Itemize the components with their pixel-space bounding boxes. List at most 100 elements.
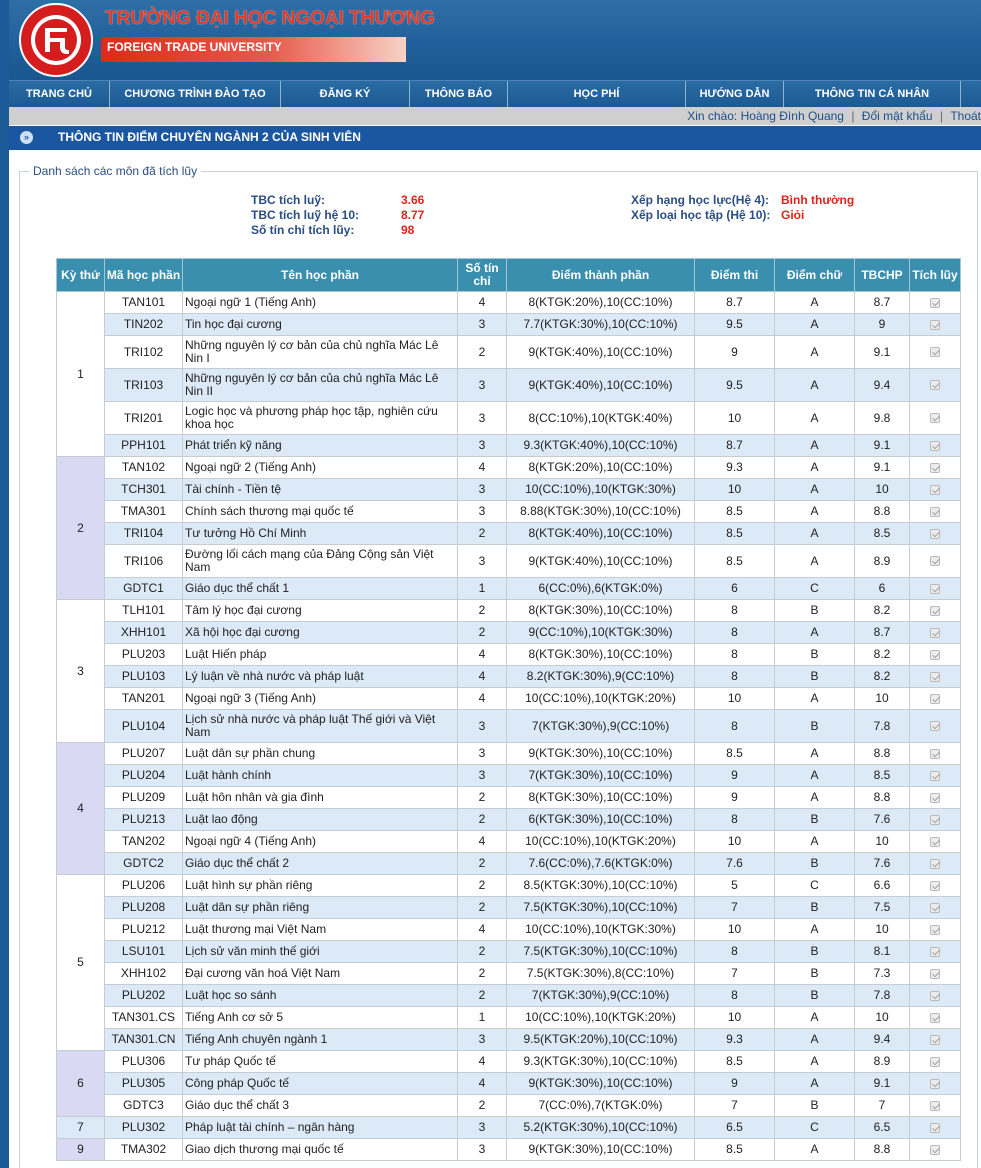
greeting-link[interactable]: Xin chào: Hoàng Đình Quang [687,109,844,123]
checkbox-icon[interactable] [930,462,940,473]
checkbox-icon[interactable] [930,583,940,594]
component-scores-cell: 8(CC:10%),10(KTGK:40%) [506,401,695,435]
course-code-cell: TAN102 [104,456,183,479]
accumulated-cell [909,313,961,336]
checkbox-icon[interactable] [930,858,940,869]
checkbox-icon[interactable] [930,968,940,979]
col-letter-grade[interactable]: Điểm chữ [774,258,855,292]
checkbox-icon[interactable] [930,506,940,517]
letter-grade-cell: C [774,874,855,897]
credits-cell: 2 [457,852,507,875]
credits-cell: 4 [457,665,507,688]
col-credits[interactable]: Số tín chỉ [457,258,507,292]
semester-cell: 3 [56,599,105,743]
logout-link[interactable]: Thoát [950,109,981,123]
credits-cell: 4 [457,643,507,666]
checkbox-icon[interactable] [930,902,940,913]
col-component-scores[interactable]: Điểm thành phần [506,258,695,292]
checkbox-icon[interactable] [930,880,940,891]
checkbox-icon[interactable] [930,1144,940,1155]
checkbox-icon[interactable] [930,347,940,358]
checkbox-icon[interactable] [930,721,940,732]
checkbox-icon[interactable] [930,1078,940,1089]
tbchp-cell: 8.9 [854,1050,910,1073]
checkbox-icon[interactable] [930,924,940,935]
accumulated-cell [909,808,961,831]
tbchp-cell: 8.2 [854,643,910,666]
accumulated-cell [909,1072,961,1095]
checkbox-icon[interactable] [930,770,940,781]
credits-cell: 4 [457,1072,507,1095]
nav-guide[interactable]: HƯỚNG DẪN [686,81,784,107]
course-code-cell: TRI201 [104,401,183,435]
nav-announcements[interactable]: THÔNG BÁO [410,81,508,107]
ftu-logo-icon[interactable] [16,2,96,78]
checkbox-icon[interactable] [930,484,940,495]
credits-cell: 2 [457,962,507,985]
component-scores-cell: 7.6(CC:0%),7.6(KTGK:0%) [506,852,695,875]
checkbox-icon[interactable] [930,627,940,638]
accumulated-cell [909,643,961,666]
credits-cell: 2 [457,621,507,644]
grades-table: Kỳ thứ Mã học phần Tên học phần Số tín c… [56,258,961,1161]
tbchp-cell: 9.1 [854,456,910,479]
nav-personal-info[interactable]: THÔNG TIN CÁ NHÂN [784,81,961,107]
col-tbchp[interactable]: TBCHP [854,258,910,292]
credits-cell: 4 [457,456,507,479]
checkbox-icon[interactable] [930,1122,940,1133]
checkbox-icon[interactable] [930,671,940,682]
col-course-code[interactable]: Mã học phần [104,258,183,292]
tbchp-cell: 7 [854,1094,910,1117]
credits-cell: 2 [457,940,507,963]
credits-cell: 4 [457,830,507,853]
component-scores-cell: 9(KTGK:30%),10(CC:10%) [506,1072,695,1095]
checkbox-icon[interactable] [930,1012,940,1023]
component-scores-cell: 8.88(KTGK:30%),10(CC:10%) [506,500,695,523]
credits-cell: 3 [457,1028,507,1051]
checkbox-icon[interactable] [930,297,940,308]
checkbox-icon[interactable] [930,1056,940,1067]
col-semester[interactable]: Kỳ thứ [56,258,105,292]
checkbox-icon[interactable] [930,792,940,803]
checkbox-icon[interactable] [930,413,940,424]
table-row: PLU213 Luật lao động 2 6(KTGK:30%),10(CC:10… [57,808,961,831]
checkbox-icon[interactable] [930,440,940,451]
course-name-cell: Lịch sử văn minh thế giới [182,940,458,963]
credits-cell: 1 [457,1006,507,1029]
checkbox-icon[interactable] [930,990,940,1001]
checkbox-icon[interactable] [930,814,940,825]
checkbox-icon[interactable] [930,319,940,330]
col-course-name[interactable]: Tên học phần [182,258,458,292]
table-row: PLU212 Luật thương mại Việt Nam 4 10(CC:10%… [57,918,961,941]
nav-tuition[interactable]: HỌC PHÍ [508,81,686,107]
course-code-cell: PLU206 [104,874,183,897]
table-row: PLU204 Luật hành chính 3 7(KTGK:30%),10(CC:… [57,764,961,787]
nav-home[interactable]: TRANG CHỦ [9,81,110,107]
checkbox-icon[interactable] [930,1100,940,1111]
tbchp-cell: 6 [854,577,910,600]
letter-grade-cell: B [774,599,855,622]
col-exam-score[interactable]: Điểm thi [694,258,775,292]
exam-score-cell: 8.7 [694,434,775,457]
table-row: 5 PLU206 Luật hình sự phần riêng 2 8.5(KTGK:… [56,874,961,1051]
change-password-link[interactable]: Đổi mật khẩu [861,109,933,123]
exam-score-cell: 8 [694,643,775,666]
checkbox-icon[interactable] [930,380,940,391]
checkbox-icon[interactable] [930,556,940,567]
checkbox-icon[interactable] [930,1034,940,1045]
course-name-cell: Pháp luật tài chính – ngân hàng [182,1116,458,1139]
col-accumulated[interactable]: Tích lũy [909,258,961,292]
checkbox-icon[interactable] [930,528,940,539]
exam-score-cell: 8 [694,940,775,963]
checkbox-icon[interactable] [930,836,940,847]
letter-grade-cell: B [774,643,855,666]
checkbox-icon[interactable] [930,693,940,704]
nav-register[interactable]: ĐĂNG KÝ [281,81,410,107]
checkbox-icon[interactable] [930,748,940,759]
checkbox-icon[interactable] [930,946,940,957]
checkbox-icon[interactable] [930,649,940,660]
letter-grade-cell: B [774,896,855,919]
checkbox-icon[interactable] [930,605,940,616]
nav-training-program[interactable]: CHƯƠNG TRÌNH ĐÀO TẠO [110,81,281,107]
letter-grade-cell: A [774,1072,855,1095]
